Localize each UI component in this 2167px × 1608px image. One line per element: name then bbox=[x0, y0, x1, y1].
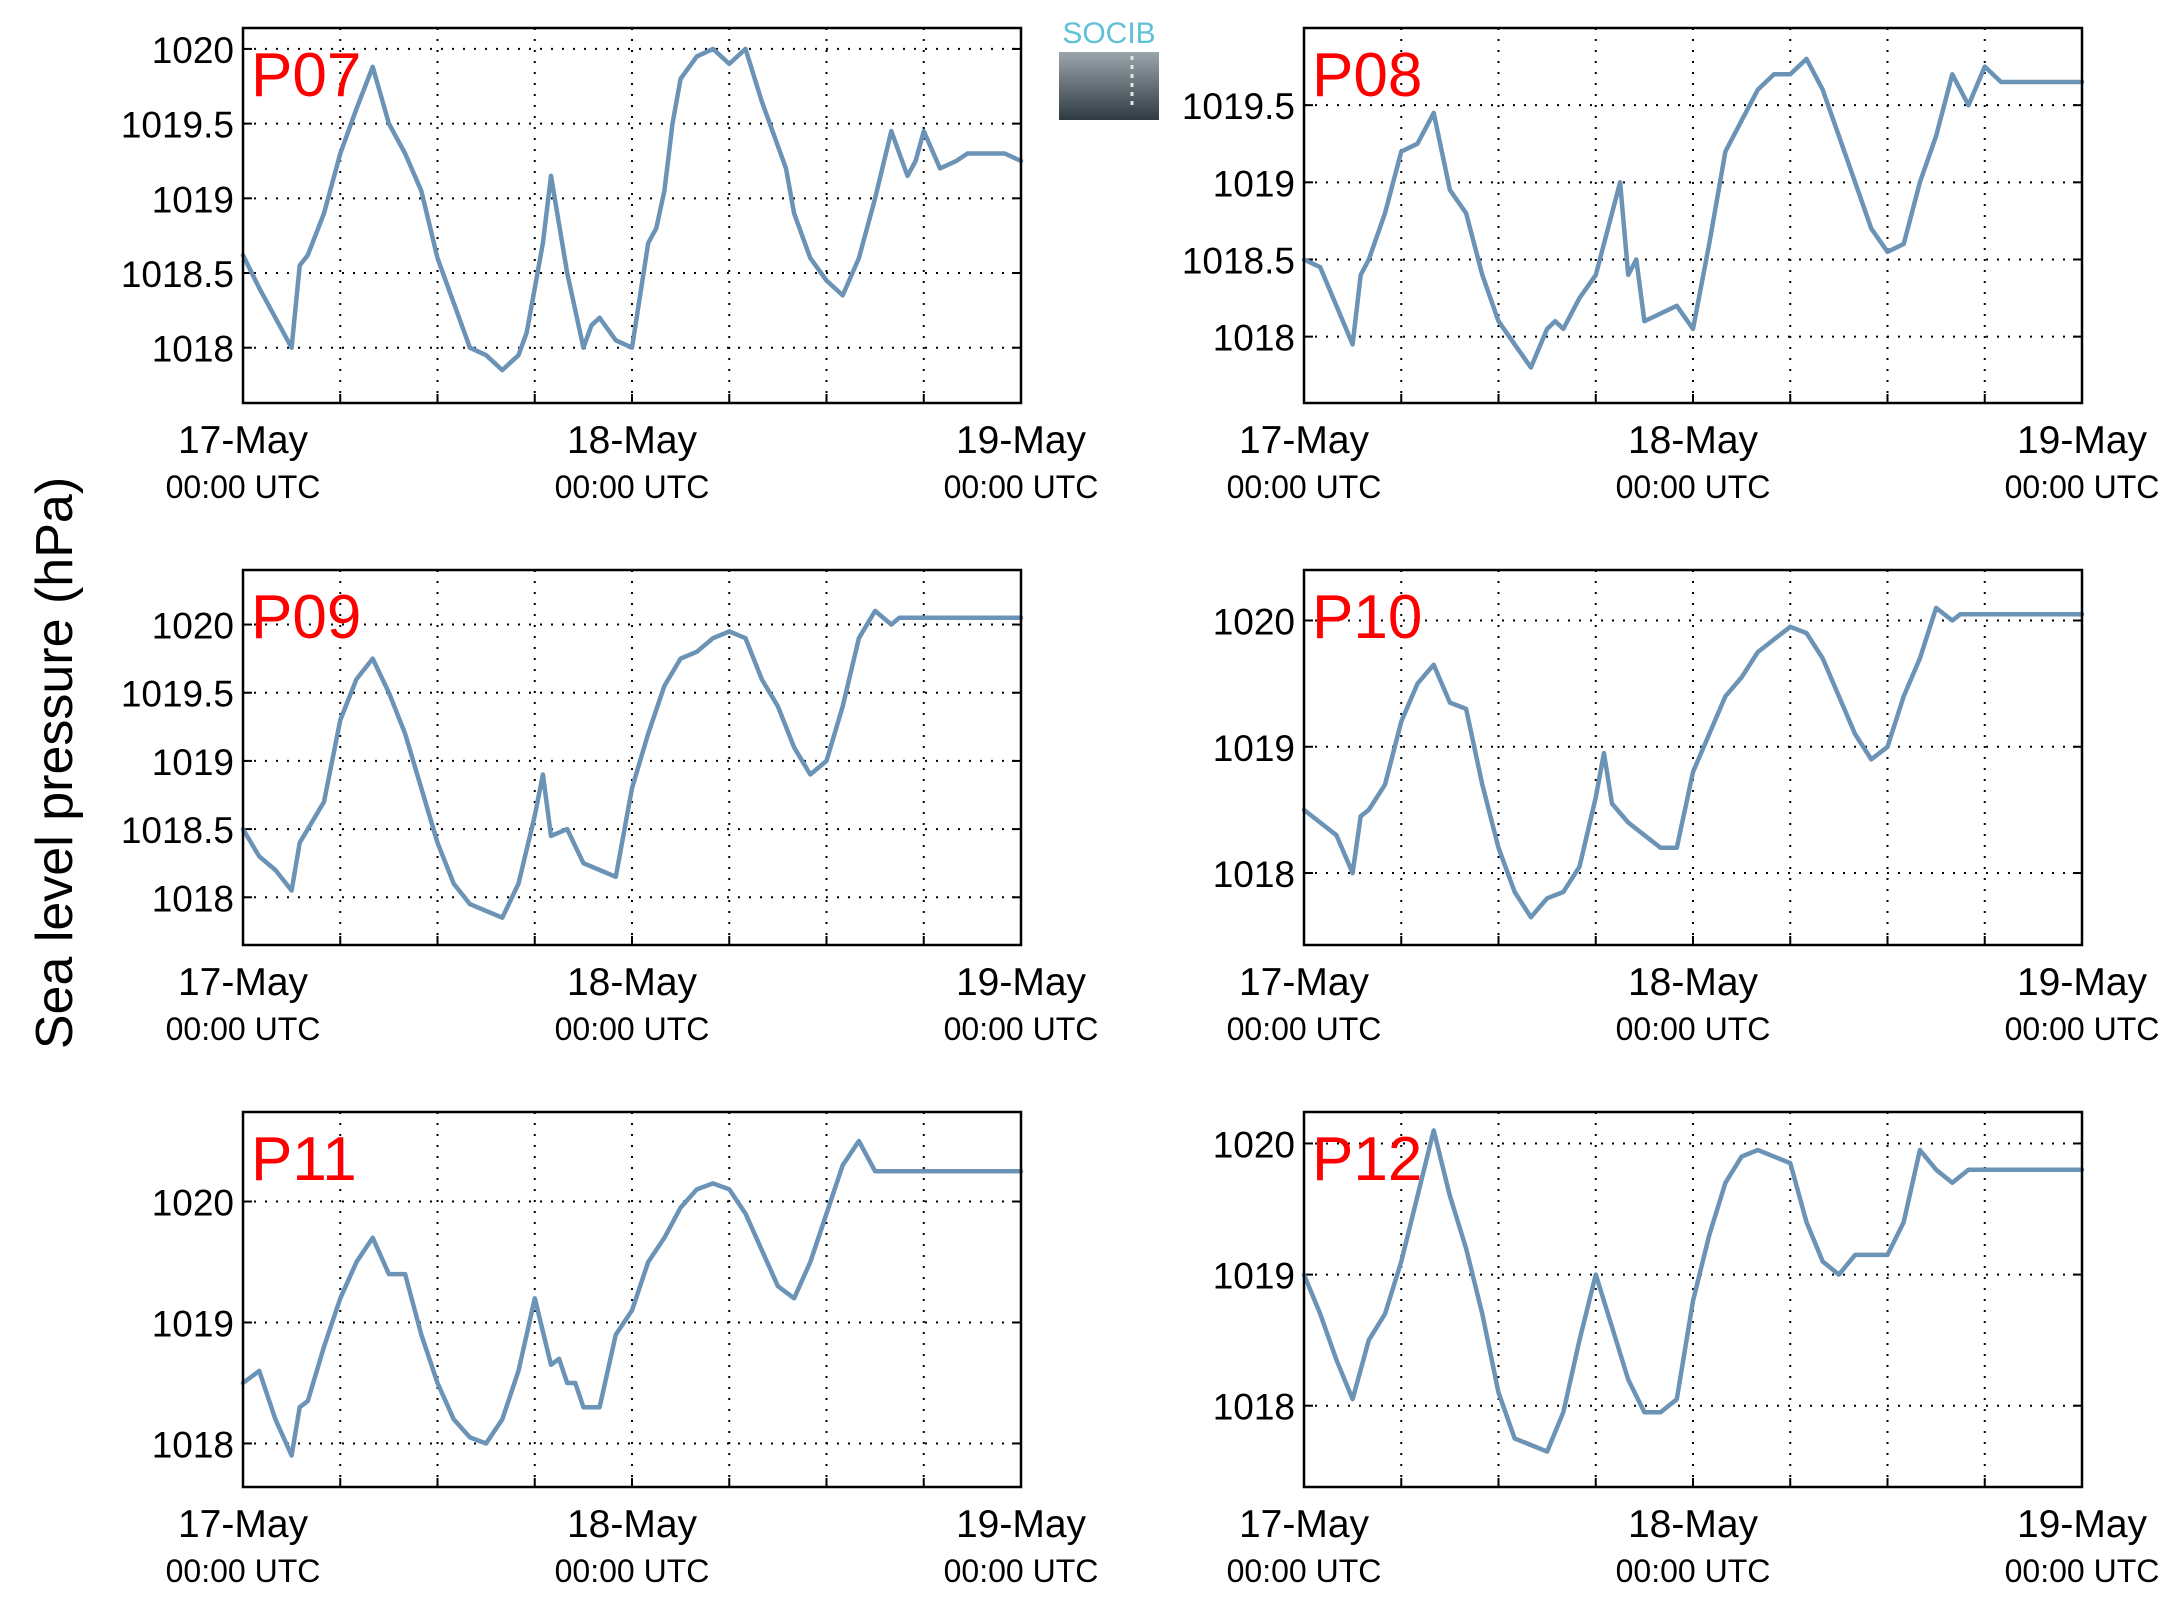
y-tick-label: 1018.5 bbox=[1182, 240, 1295, 281]
y-tick-label: 1018.5 bbox=[121, 810, 234, 851]
y-tick-label: 1019.5 bbox=[1182, 86, 1295, 127]
panel-p11: 1018 1019 1020 17-May 00:00 UTC 18-May 00:00 U… bbox=[152, 1110, 1099, 1589]
x-tick-label-time: 00:00 UTC bbox=[2005, 469, 2160, 505]
panel-p09: 1018 1018.5 1019 1019.5 1020 17-May 00:00 UTC 1… bbox=[121, 568, 1099, 1047]
panel-label: P12 bbox=[1312, 1125, 1422, 1194]
x-tick-label-day: 17-May bbox=[1239, 1503, 1370, 1546]
y-tick-label: 1019.5 bbox=[121, 105, 234, 146]
x-tick-label-time: 00:00 UTC bbox=[1616, 469, 1771, 505]
x-tick-label-time: 00:00 UTC bbox=[1616, 1553, 1771, 1589]
panel-label: P10 bbox=[1312, 583, 1422, 652]
y-tick-label: 1018.5 bbox=[121, 254, 234, 295]
axes-frame bbox=[1302, 26, 2084, 405]
y-tick-label: 1019 bbox=[1213, 1256, 1295, 1297]
x-tick-label-time: 00:00 UTC bbox=[944, 469, 1099, 505]
socib-logo-block bbox=[1059, 52, 1159, 120]
x-tick-label-day: 19-May bbox=[2017, 961, 2148, 1004]
x-tick-label-day: 17-May bbox=[178, 1503, 309, 1546]
y-tick-label: 1018 bbox=[152, 329, 234, 370]
y-tick-label: 1019 bbox=[152, 179, 234, 220]
y-axis-label: Sea level pressure (hPa) bbox=[26, 477, 84, 1049]
x-tick-label-day: 19-May bbox=[956, 1503, 1087, 1546]
series-line bbox=[240, 1138, 1024, 1458]
socib-logo: SOCIB bbox=[1059, 17, 1159, 120]
panel-label: P07 bbox=[251, 41, 361, 110]
y-tick-label: 1018 bbox=[1213, 1387, 1295, 1428]
y-tick-label: 1020 bbox=[152, 606, 234, 647]
x-tick-label-time: 00:00 UTC bbox=[944, 1011, 1099, 1047]
y-tick-label: 1019 bbox=[152, 1303, 234, 1344]
y-tick-label: 1018 bbox=[152, 1424, 234, 1465]
y-tick-label: 1019.5 bbox=[121, 674, 234, 715]
x-tick-label-day: 19-May bbox=[956, 961, 1087, 1004]
y-tick-label: 1018 bbox=[1213, 854, 1295, 895]
series-line bbox=[240, 46, 1024, 373]
series-line bbox=[1301, 1128, 2085, 1454]
x-tick-label-day: 18-May bbox=[567, 961, 698, 1004]
panel-p07: 1018 1018.5 1019 1019.5 1020 17-May 00:00 UTC 1… bbox=[121, 26, 1099, 505]
x-tick-label-day: 18-May bbox=[1628, 1503, 1759, 1546]
x-tick-label-time: 00:00 UTC bbox=[166, 1011, 321, 1047]
panel-label: P09 bbox=[251, 583, 361, 652]
x-tick-label-time: 00:00 UTC bbox=[166, 1553, 321, 1589]
x-tick-label-time: 00:00 UTC bbox=[1616, 1011, 1771, 1047]
x-tick-label-day: 18-May bbox=[567, 419, 698, 462]
y-tick-label: 1020 bbox=[152, 30, 234, 71]
x-tick-label-day: 17-May bbox=[1239, 961, 1370, 1004]
axes-frame bbox=[1302, 1110, 2084, 1489]
x-tick-label-time: 00:00 UTC bbox=[555, 1011, 710, 1047]
x-tick-label-time: 00:00 UTC bbox=[166, 469, 321, 505]
y-tick-label: 1018 bbox=[152, 878, 234, 919]
x-tick-label-day: 17-May bbox=[178, 419, 309, 462]
x-tick-label-time: 00:00 UTC bbox=[555, 469, 710, 505]
x-tick-label-day: 19-May bbox=[2017, 1503, 2148, 1546]
panel-p12: 1018 1019 1020 17-May 00:00 UTC 18-May 00:00 U… bbox=[1213, 1110, 2160, 1589]
axes-frame bbox=[241, 1110, 1023, 1489]
series-line bbox=[240, 608, 1024, 920]
x-tick-label-time: 00:00 UTC bbox=[2005, 1553, 2160, 1589]
series-line bbox=[1301, 605, 2085, 920]
x-tick-label-time: 00:00 UTC bbox=[1227, 469, 1382, 505]
y-tick-label: 1019 bbox=[1213, 163, 1295, 204]
axes-frame bbox=[241, 26, 1023, 405]
x-tick-label-day: 19-May bbox=[2017, 419, 2148, 462]
x-tick-label-day: 18-May bbox=[1628, 419, 1759, 462]
x-tick-label-time: 00:00 UTC bbox=[1227, 1553, 1382, 1589]
panel-p10: 1018 1019 1020 17-May 00:00 UTC 18-May 00:00 U… bbox=[1213, 568, 2160, 1047]
y-tick-label: 1019 bbox=[1213, 728, 1295, 769]
x-tick-label-day: 18-May bbox=[1628, 961, 1759, 1004]
axes-frame bbox=[1302, 568, 2084, 947]
x-tick-label-day: 17-May bbox=[1239, 419, 1370, 462]
series-line bbox=[1301, 56, 2085, 370]
x-tick-label-time: 00:00 UTC bbox=[2005, 1011, 2160, 1047]
y-tick-label: 1020 bbox=[1213, 602, 1295, 643]
panel-label: P08 bbox=[1312, 41, 1422, 110]
y-tick-label: 1020 bbox=[1213, 1124, 1295, 1165]
axes-frame bbox=[241, 568, 1023, 947]
x-tick-label-day: 17-May bbox=[178, 961, 309, 1004]
x-tick-label-time: 00:00 UTC bbox=[1227, 1011, 1382, 1047]
x-tick-label-day: 18-May bbox=[567, 1503, 698, 1546]
panel-label: P11 bbox=[251, 1125, 357, 1194]
y-tick-label: 1018 bbox=[1213, 318, 1295, 359]
y-tick-label: 1019 bbox=[152, 742, 234, 783]
panel-p08: 1018 1018.5 1019 1019.5 17-May 00:00 UTC 18-Ma… bbox=[1182, 26, 2160, 505]
x-tick-label-time: 00:00 UTC bbox=[555, 1553, 710, 1589]
x-tick-label-time: 00:00 UTC bbox=[944, 1553, 1099, 1589]
y-tick-label: 1020 bbox=[152, 1183, 234, 1224]
x-tick-label-day: 19-May bbox=[956, 419, 1087, 462]
socib-logo-text: SOCIB bbox=[1062, 17, 1155, 50]
